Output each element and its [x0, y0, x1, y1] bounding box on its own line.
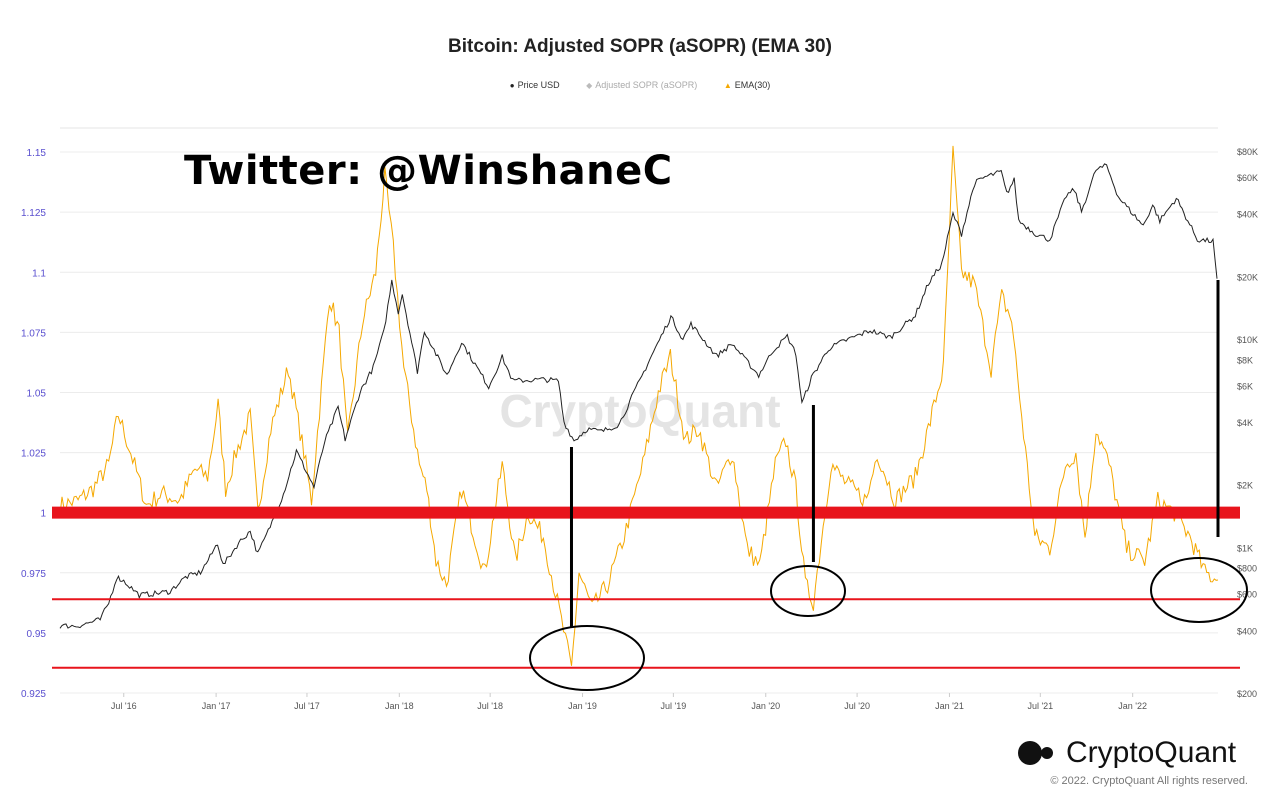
y-right-tick-label: $200 [1237, 689, 1257, 699]
y-right-tick-label: $800 [1237, 564, 1257, 574]
annotation-circle-low [1150, 557, 1248, 623]
y-right-tick-label: $20K [1237, 272, 1258, 282]
x-tick-label: Jan '17 [202, 701, 231, 711]
twitter-handle-annotation: Twitter: @WinshaneC [184, 148, 673, 194]
legend-item-ema[interactable]: ▲ EMA(30) [723, 80, 771, 90]
y-left-tick-label: 1.125 [21, 208, 46, 219]
legend-label-asopr: Adjusted SOPR (aSOPR) [595, 80, 698, 90]
series-line-ema30 [59, 145, 1219, 666]
y-left-tick-label: 1.025 [21, 449, 46, 460]
legend-item-asopr[interactable]: ◆ Adjusted SOPR (aSOPR) [586, 80, 698, 90]
annotation-circle-low [529, 625, 645, 691]
y-right-tick-label: $40K [1237, 210, 1258, 220]
y-right-tick-label: $6K [1237, 381, 1253, 391]
x-tick-label: Jan '20 [751, 701, 780, 711]
x-tick-label: Jan '22 [1118, 701, 1147, 711]
legend-label-ema: EMA(30) [734, 80, 771, 90]
y-left-tick-label: 0.95 [27, 629, 47, 640]
y-left-tick-label: 1.05 [27, 388, 47, 399]
y-left-tick-label: 0.925 [21, 689, 46, 700]
y-right-tick-label: $4K [1237, 418, 1253, 428]
watermark-text: CryptoQuant [499, 385, 780, 437]
y-left-tick-label: 0.975 [21, 569, 46, 580]
y-left-tick-label: 1.1 [32, 268, 46, 279]
legend-label-price: Price USD [517, 80, 560, 90]
cryptoquant-logo-icon [1018, 741, 1058, 765]
x-tick-label: Jan '18 [385, 701, 414, 711]
y-right-tick-label: $10K [1237, 335, 1258, 345]
y-left-tick-label: 1 [40, 509, 46, 520]
chart-legend: ● Price USD ◆ Adjusted SOPR (aSOPR) ▲ EMA(3… [0, 80, 1280, 90]
x-tick-label: Jan '19 [568, 701, 597, 711]
y-right-tick-label: $2K [1237, 481, 1253, 491]
x-tick-label: Jul '16 [111, 701, 137, 711]
x-tick-label: Jul '20 [844, 701, 870, 711]
y-right-tick-label: $1K [1237, 543, 1253, 553]
brand-logo: CryptoQuant [1018, 733, 1236, 773]
x-tick-label: Jul '21 [1027, 701, 1053, 711]
y-right-tick-label: $8K [1237, 355, 1253, 365]
brand-name: CryptoQuant [1066, 736, 1237, 769]
copyright-text: © 2022. CryptoQuant All rights reserved. [1050, 775, 1248, 787]
x-tick-label: Jul '19 [661, 701, 687, 711]
legend-item-price[interactable]: ● Price USD [509, 80, 560, 90]
x-tick-label: Jan '21 [935, 701, 964, 711]
x-tick-label: Jul '17 [294, 701, 320, 711]
y-right-tick-label: $80K [1237, 147, 1258, 157]
y-right-tick-label: $60K [1237, 173, 1258, 183]
series-line-price-usd [59, 163, 1218, 629]
y-left-tick-label: 1.075 [21, 328, 46, 339]
chart-title: Bitcoin: Adjusted SOPR (aSOPR) (EMA 30) [448, 36, 832, 57]
y-left-tick-label: 1.15 [27, 148, 47, 159]
y-right-tick-label: $400 [1237, 626, 1257, 636]
x-tick-label: Jul '18 [477, 701, 503, 711]
annotation-circle-low [770, 565, 846, 617]
